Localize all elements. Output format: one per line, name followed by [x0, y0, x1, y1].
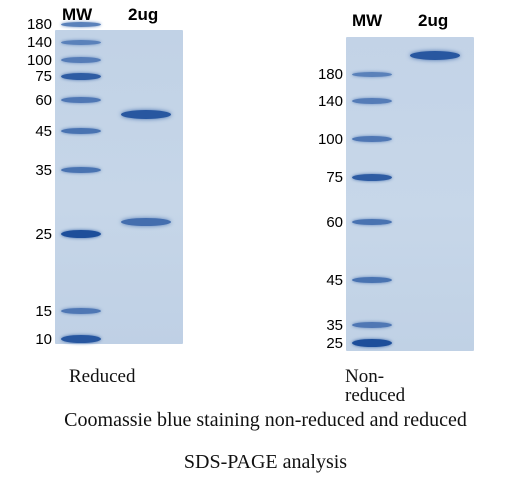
mw-label-35: 35	[35, 161, 52, 179]
left-sample-header: 2ug	[128, 5, 159, 24]
ladder-band-180	[352, 71, 392, 77]
mw-label-100: 100	[26, 51, 52, 69]
mw-label-140: 140	[26, 33, 52, 51]
right-gel-image	[346, 37, 474, 351]
mw-label-45: 45	[35, 122, 52, 140]
mw-label-75: 75	[35, 67, 52, 85]
ladder-band-35	[352, 322, 392, 328]
mw-label-75: 75	[326, 168, 343, 186]
left-mw-header: MW	[62, 5, 93, 24]
ladder-band-10	[61, 335, 101, 343]
ladder-band-140	[61, 39, 101, 45]
mw-label-10: 10	[35, 330, 52, 348]
ladder-band-140	[352, 98, 392, 104]
ladder-band-35	[61, 167, 101, 173]
mw-label-60: 60	[326, 213, 343, 231]
figure-caption-line2: SDS-PAGE analysis	[183, 451, 348, 473]
mw-label-15: 15	[35, 302, 52, 320]
ladder-band-100	[61, 57, 101, 63]
left-gel-image	[55, 21, 183, 344]
ladder-band-15	[61, 308, 101, 314]
ladder-band-75	[61, 72, 101, 80]
sample-band-52	[121, 109, 171, 119]
sample-band-200	[410, 50, 460, 60]
right-sample-header: 2ug	[418, 11, 449, 30]
mw-label-35: 35	[326, 316, 343, 334]
ladder-band-60	[61, 97, 101, 103]
mw-label-45: 45	[326, 271, 343, 289]
mw-label-25: 25	[35, 225, 52, 243]
sample-band-27	[121, 218, 171, 226]
left-panel-caption: Reduced	[69, 366, 136, 387]
ladder-band-45	[61, 128, 101, 134]
right-mw-header: MW	[352, 11, 383, 30]
ladder-band-25	[61, 230, 101, 238]
mw-label-180: 180	[317, 65, 343, 83]
mw-label-60: 60	[35, 91, 52, 109]
right-panel-caption: Non-reduced	[345, 366, 406, 406]
figure-caption-line1: Coomassie blue staining non-reduced and …	[64, 409, 467, 431]
ladder-band-60	[352, 219, 392, 225]
mw-label-180: 180	[26, 15, 52, 33]
ladder-band-75	[352, 173, 392, 181]
ladder-band-25	[352, 339, 392, 347]
ladder-band-100	[352, 136, 392, 142]
mw-label-140: 140	[317, 92, 343, 110]
ladder-band-180	[61, 21, 101, 27]
mw-label-25: 25	[326, 334, 343, 352]
mw-label-100: 100	[317, 130, 343, 148]
ladder-band-45	[352, 277, 392, 283]
